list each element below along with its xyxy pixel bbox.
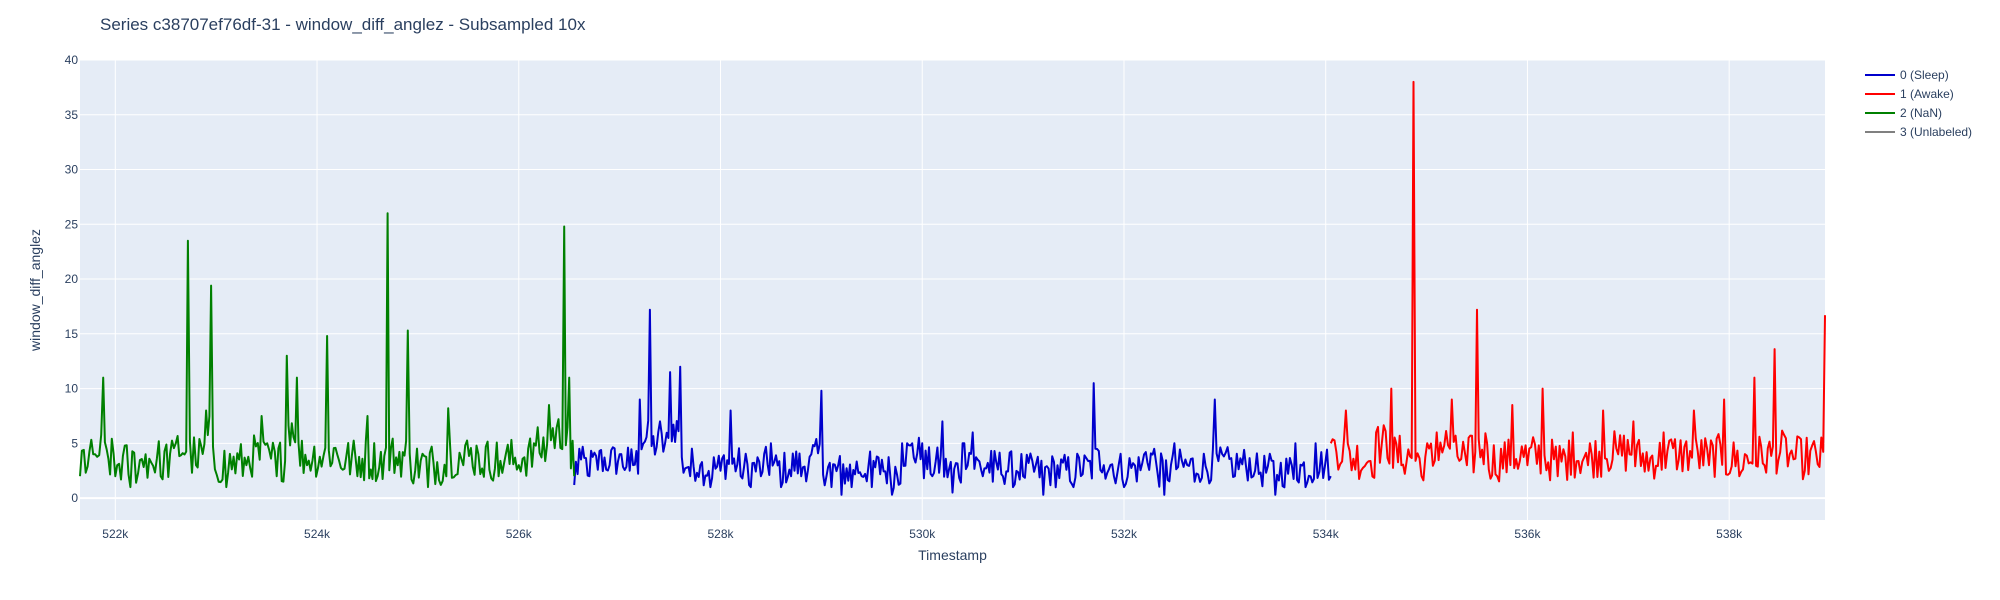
- axis-ticks: 522k 524k 526k 528k 530k 532k 534k 536k 538k 0 5 10…: [65, 53, 1744, 541]
- x-tick-label: 534k: [1313, 527, 1340, 541]
- legend-label[interactable]: 0 (Sleep): [1900, 68, 1949, 82]
- series-line-1: [1329, 80, 1826, 483]
- y-tick-label: 40: [65, 53, 79, 67]
- legend-label[interactable]: 2 (NaN): [1900, 106, 1942, 120]
- x-tick-label: 522k: [102, 527, 129, 541]
- x-tick-label: 532k: [1111, 527, 1138, 541]
- y-tick-label: 30: [65, 163, 79, 177]
- series-lines: [79, 80, 1826, 496]
- x-tick-label: 526k: [506, 527, 533, 541]
- y-axis-title: window_diff_anglez: [27, 229, 43, 352]
- y-tick-label: 5: [71, 436, 78, 450]
- x-tick-label: 530k: [909, 527, 936, 541]
- series-line-0: [573, 308, 1332, 496]
- series-line-2: [79, 212, 576, 489]
- x-tick-label: 538k: [1716, 527, 1743, 541]
- x-axis-title: Timestamp: [918, 547, 987, 563]
- x-tick-label: 524k: [304, 527, 331, 541]
- x-tick-label: 536k: [1514, 527, 1541, 541]
- y-tick-label: 15: [65, 327, 79, 341]
- y-tick-label: 25: [65, 217, 79, 231]
- chart-title: Series c38707ef76df-31 - window_diff_ang…: [100, 15, 586, 34]
- x-tick-label: 528k: [707, 527, 734, 541]
- legend-label[interactable]: 3 (Unlabeled): [1900, 125, 1972, 139]
- legend-label[interactable]: 1 (Awake): [1900, 87, 1954, 101]
- y-tick-label: 0: [71, 491, 78, 505]
- y-tick-label: 35: [65, 108, 79, 122]
- y-tick-label: 20: [65, 272, 79, 286]
- legend[interactable]: 0 (Sleep) 1 (Awake) 2 (NaN) 3 (Unlabeled): [1865, 68, 1972, 139]
- y-tick-label: 10: [65, 382, 79, 396]
